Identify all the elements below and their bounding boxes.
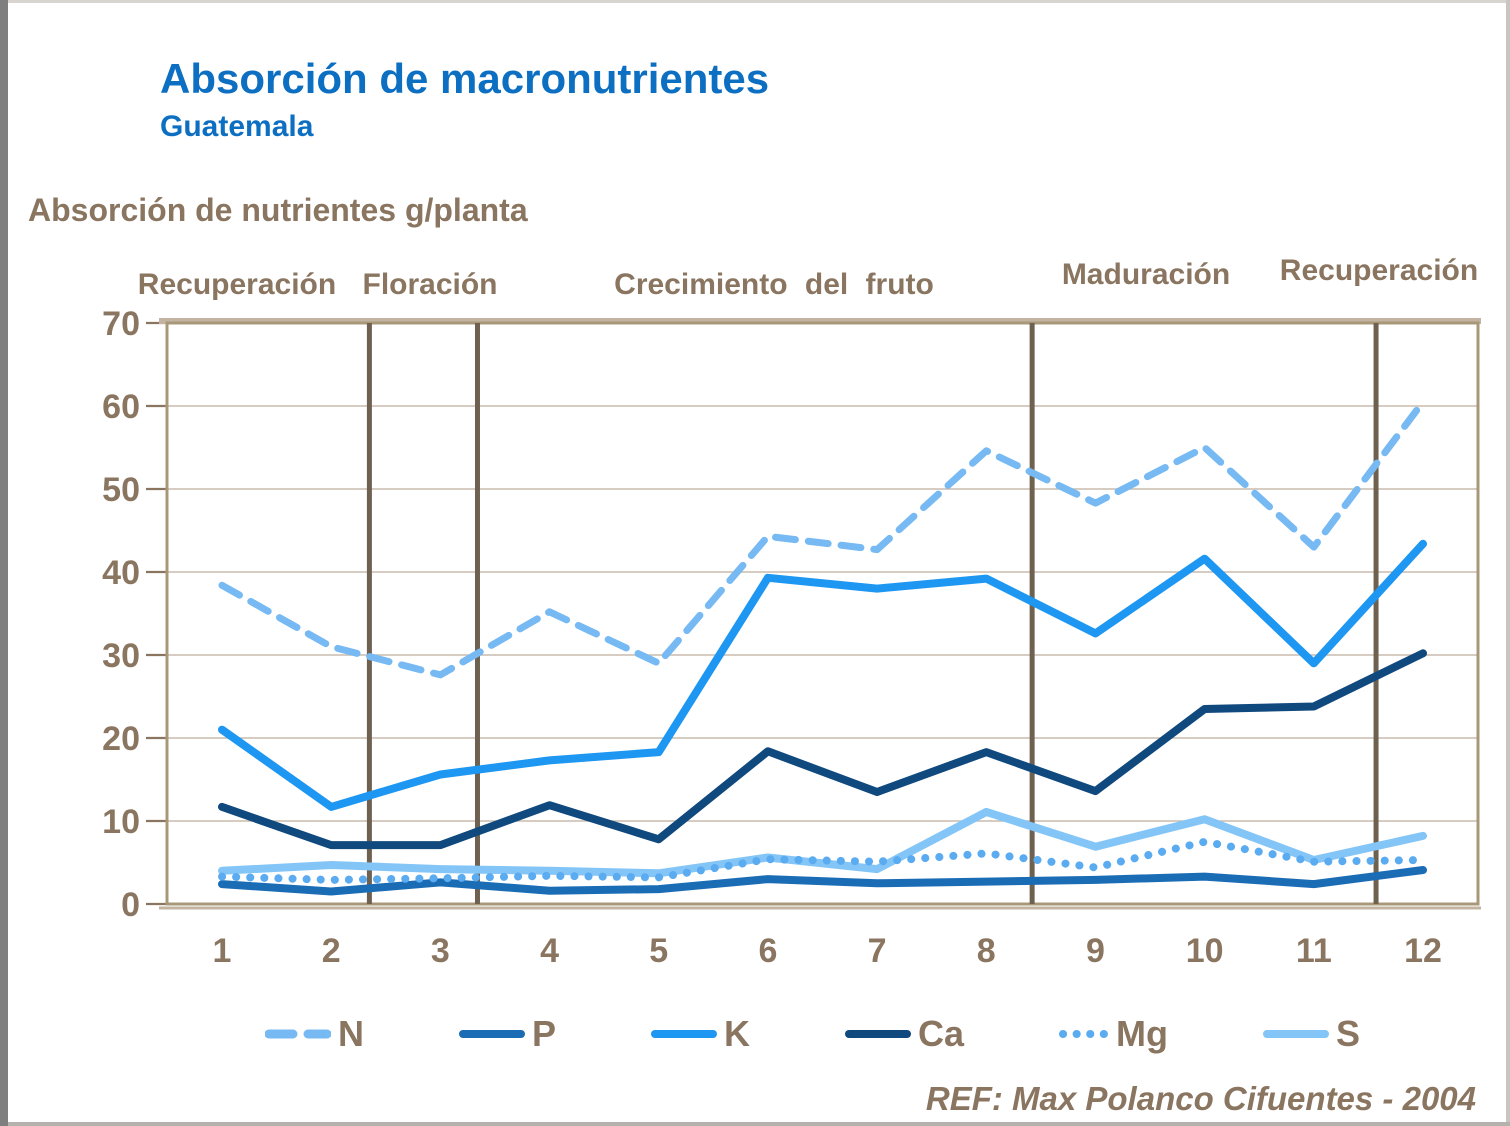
phase-label-4: Maduración <box>1061 258 1231 291</box>
plot-area <box>167 323 1478 904</box>
phase-label-5: Recuperación <box>1279 254 1479 287</box>
xtick-label-11: 11 <box>1296 932 1332 970</box>
xtick-label-3: 3 <box>431 932 450 970</box>
xtick-label-9: 9 <box>1086 932 1105 970</box>
xtick-label-4: 4 <box>540 932 559 970</box>
legend-item-P: P <box>459 1013 556 1055</box>
slide-bottom-border <box>8 1122 1510 1126</box>
phase-label-1: Recuperación <box>137 268 337 301</box>
xtick-label-10: 10 <box>1186 932 1224 970</box>
xtick-label-8: 8 <box>977 932 996 970</box>
ytick-label-10: 10 <box>102 803 140 841</box>
y-axis-title: Absorción de nutrientes g/planta <box>28 192 528 228</box>
legend-item-K: K <box>651 1013 750 1055</box>
legend-label-K: K <box>724 1013 751 1054</box>
series-line-K <box>218 539 1427 811</box>
ytick-label-20: 20 <box>102 720 140 758</box>
legend-item-S: S <box>1263 1013 1360 1055</box>
page-subtitle: Guatemala <box>160 110 314 143</box>
slide-left-border <box>0 0 8 1126</box>
legend-swatch-N <box>265 1029 331 1039</box>
legend-swatch-P <box>459 1030 525 1038</box>
series-line-P <box>218 866 1427 896</box>
ytick-label-70: 70 <box>102 305 140 343</box>
legend-label-N: N <box>338 1013 364 1054</box>
phase-label-3: Crecimiento del fruto <box>614 268 934 301</box>
series-line-S <box>218 807 1427 878</box>
xtick-label-2: 2 <box>322 932 341 970</box>
xtick-label-12: 12 <box>1404 932 1442 970</box>
legend-label-P: P <box>532 1013 557 1054</box>
slide-right-border <box>1506 0 1510 1126</box>
legend-item-N: N <box>265 1013 364 1055</box>
ytick-label-50: 50 <box>102 471 140 509</box>
legend-item-Ca: Ca <box>845 1013 964 1055</box>
ytick-label-40: 40 <box>102 554 140 592</box>
legend-swatch-Ca <box>845 1030 912 1038</box>
xtick-label-6: 6 <box>758 932 777 970</box>
series-line-N <box>218 398 1427 679</box>
legend-label-Ca: Ca <box>918 1013 965 1054</box>
ytick-label-0: 0 <box>121 886 140 924</box>
xtick-label-7: 7 <box>868 932 887 970</box>
phase-label-2: Floración <box>362 268 498 301</box>
legend-label-S: S <box>1336 1013 1361 1054</box>
xtick-label-5: 5 <box>649 932 668 970</box>
legend-item-Mg: Mg <box>1059 1013 1168 1055</box>
legend-label-Mg: Mg <box>1116 1013 1169 1054</box>
slide-top-border <box>8 0 1510 3</box>
ytick-label-30: 30 <box>102 637 140 675</box>
plot-border <box>165 321 1480 906</box>
series-line-Ca <box>218 649 1427 850</box>
series-line-Mg <box>218 837 1427 884</box>
xtick-label-1: 1 <box>213 932 232 970</box>
ytick-label-60: 60 <box>102 388 140 426</box>
legend-swatch-Mg <box>1059 1030 1110 1038</box>
page-title: Absorción de macronutrientes <box>160 55 770 102</box>
legend-swatch-S <box>1263 1030 1330 1038</box>
reference-text: REF: Max Polanco Cifuentes - 2004 <box>925 1080 1476 1117</box>
legend-swatch-K <box>651 1030 718 1038</box>
chart-legend: N P K Ca Mg S <box>265 1008 1360 1060</box>
